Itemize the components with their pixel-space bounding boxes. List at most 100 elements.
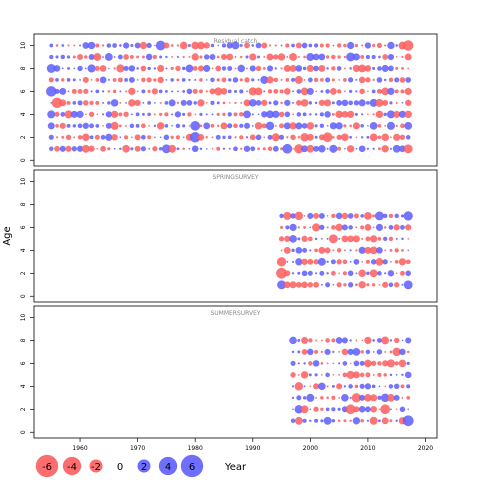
residual-point [405,259,411,265]
residual-point [220,87,228,95]
residual-point [384,350,387,353]
residual-point [309,408,312,411]
residual-point [387,53,395,61]
residual-point [377,147,381,151]
residual-point [315,396,318,399]
residual-point [395,124,398,128]
legend-bubble [89,459,103,473]
residual-point [325,89,330,94]
residual-point [61,67,64,70]
residual-point [359,88,366,95]
residual-point [243,110,251,119]
residual-point [243,145,251,153]
residual-point [376,77,383,83]
residual-point [153,101,156,104]
residual-point [399,270,405,276]
residual-point [163,134,170,141]
residual-point [370,259,377,265]
residual-point [384,385,387,388]
residual-point [332,373,335,376]
residual-point [358,269,367,278]
residual-point [307,212,314,220]
residual-point [245,55,249,59]
residual-point [398,258,407,266]
residual-point [210,100,215,106]
residual-point [159,136,162,139]
legend-bubble [158,456,178,476]
residual-point [243,122,251,129]
residual-point [294,75,303,85]
residual-point [141,112,145,116]
residual-point [388,236,394,242]
residual-point [239,43,243,48]
residual-point [48,77,54,83]
residual-point [381,133,390,142]
residual-point [125,124,128,127]
residual-point [330,270,336,276]
residual-point [99,76,107,84]
residual-point [338,272,341,275]
residual-point [182,112,186,116]
residual-point [376,42,383,49]
residual-point [176,90,179,93]
residual-point [297,350,301,354]
residual-point [107,147,111,151]
residual-point [378,283,381,286]
residual-point [87,41,96,50]
residual-point [377,395,382,401]
residual-point [221,43,227,48]
residual-point [366,283,370,287]
residual-point [320,361,324,365]
residual-point [325,55,330,59]
residual-point [376,88,383,95]
residual-point [338,79,341,81]
residual-point [399,406,406,413]
residual-point [159,101,162,104]
residual-point [405,337,412,344]
residual-point [54,111,60,117]
residual-point [257,147,261,151]
residual-point [55,136,59,139]
residual-point [158,146,163,151]
residual-point [325,338,331,343]
residual-point [291,396,295,400]
residual-point [349,260,352,263]
residual-point [306,393,315,402]
residual-point [313,212,320,219]
residual-point [283,87,291,95]
residual-point [313,43,319,48]
residual-point [210,43,215,48]
residual-point [352,371,360,379]
residual-point [88,145,95,152]
residual-point [348,100,354,106]
residual-point [280,101,283,105]
residual-point [366,271,370,276]
residual-point [331,418,336,423]
residual-point [382,213,388,219]
residual-point [130,136,133,139]
residual-point [371,384,376,389]
residual-point [216,146,221,151]
residual-point [384,272,387,275]
residual-point [233,146,238,152]
residual-point [152,54,158,60]
residual-point [329,144,338,153]
residual-point [300,405,309,414]
residual-point [376,349,383,355]
residual-point [360,135,364,139]
y-tick-label: 8 [20,338,27,342]
residual-point [147,66,151,71]
residual-point [387,270,395,277]
residual-point [205,135,209,139]
y-tick-label: 6 [20,361,27,365]
residual-point [331,338,336,343]
residual-point [400,66,404,70]
residual-point [365,259,371,264]
residual-point [136,67,140,70]
residual-point [291,101,295,104]
residual-point [257,113,260,116]
residual-point [324,77,331,83]
residual-point [179,41,188,50]
residual-point [303,362,306,365]
residual-point [326,237,329,240]
